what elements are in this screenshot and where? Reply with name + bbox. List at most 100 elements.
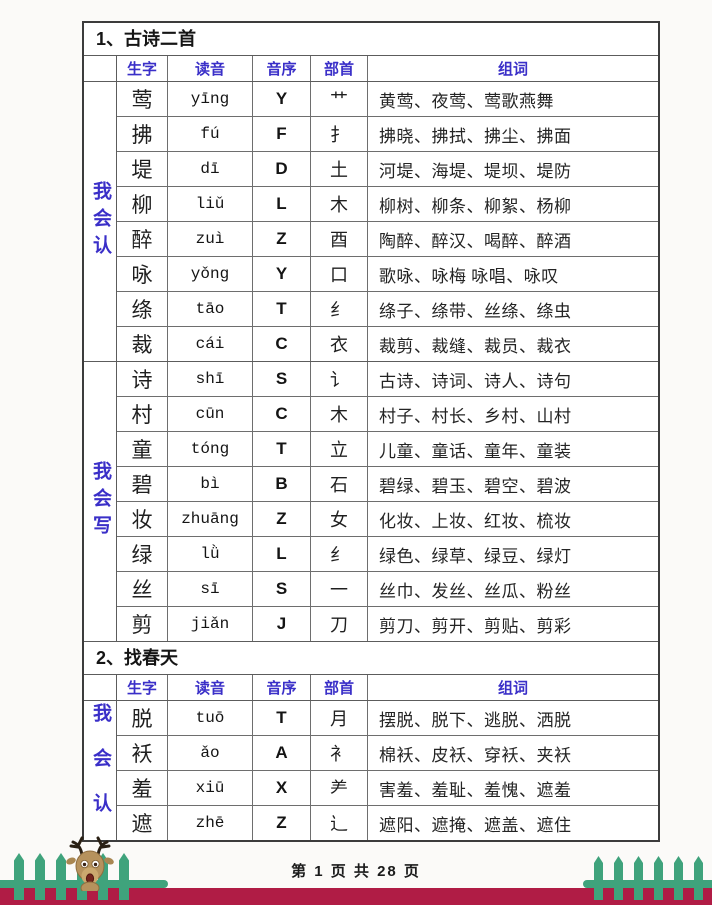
cell-pinyin: tuō bbox=[167, 701, 252, 735]
table-row: 遮 zhē Z 辶 遮阳、遮掩、遮盖、遮住 bbox=[117, 805, 658, 840]
cell-radical: 纟 bbox=[310, 292, 367, 326]
cell-order: Z bbox=[252, 222, 310, 256]
cell-words: 古诗、诗词、诗人、诗句 bbox=[367, 362, 658, 396]
cell-radical: 一 bbox=[310, 572, 367, 606]
cell-pinyin: yīng bbox=[167, 82, 252, 116]
cell-order: L bbox=[252, 537, 310, 571]
group-label-write: 我会写 bbox=[84, 362, 117, 641]
group-rows: 诗 shī S 讠 古诗、诗词、诗人、诗句 村 cūn C 木 村子、村长、乡村… bbox=[117, 362, 658, 641]
cell-char: 袄 bbox=[131, 742, 153, 766]
section1-title: 1、古诗二首 bbox=[96, 29, 197, 49]
cell-order: T bbox=[252, 432, 310, 466]
cell-radical: 女 bbox=[310, 502, 367, 536]
group-label-recognize: 我会认 bbox=[84, 82, 117, 361]
fence-picket bbox=[614, 856, 623, 900]
cell-words: 柳树、柳条、柳絮、杨柳 bbox=[367, 187, 658, 221]
cell-words: 棉袄、皮袄、穿袄、夹袄 bbox=[367, 736, 658, 770]
cell-order: X bbox=[252, 771, 310, 805]
cell-words: 黄莺、夜莺、莺歌燕舞 bbox=[367, 82, 658, 116]
cell-char: 剪 bbox=[131, 613, 153, 637]
cell-pinyin: ǎo bbox=[167, 736, 252, 770]
table-row: 莺 yīng Y 艹 黄莺、夜莺、莺歌燕舞 bbox=[117, 82, 658, 116]
cell-order: D bbox=[252, 152, 310, 186]
fence-picket bbox=[674, 856, 683, 900]
fence-picket bbox=[98, 853, 108, 900]
cell-pinyin: jiǎn bbox=[167, 607, 252, 641]
cell-char: 童 bbox=[131, 438, 153, 462]
cell-radical: 木 bbox=[310, 187, 367, 221]
header-char: 生字 bbox=[126, 61, 157, 78]
cell-words: 摆脱、脱下、逃脱、洒脱 bbox=[367, 701, 658, 735]
group-write-section1: 我会写 诗 shī S 讠 古诗、诗词、诗人、诗句 村 cūn C bbox=[84, 361, 658, 641]
cell-words: 儿童、童话、童年、童装 bbox=[367, 432, 658, 466]
cell-words: 河堤、海堤、堤坝、堤防 bbox=[367, 152, 658, 186]
header-pinyin: 读音 bbox=[167, 675, 252, 700]
table-row: 裁 cái C 衣 裁剪、裁缝、裁员、裁衣 bbox=[117, 326, 658, 361]
cell-pinyin: zhē bbox=[167, 806, 252, 840]
table-row: 脱 tuō T 月 摆脱、脱下、逃脱、洒脱 bbox=[117, 701, 658, 735]
cell-char: 绦 bbox=[131, 298, 153, 322]
cell-order: C bbox=[252, 397, 310, 431]
fence-picket bbox=[56, 853, 66, 900]
table-row: 醉 zuì Z 酉 陶醉、醉汉、喝醉、醉酒 bbox=[117, 221, 658, 256]
fence-picket bbox=[14, 853, 24, 900]
header-char: 生字 bbox=[126, 680, 157, 697]
cell-char: 碧 bbox=[131, 473, 153, 497]
header-words: 组词 bbox=[367, 56, 658, 81]
cell-order: J bbox=[252, 607, 310, 641]
cell-char: 拂 bbox=[131, 123, 153, 147]
table-row: 拂 fú F 扌 拂晓、拂拭、拂尘、拂面 bbox=[117, 116, 658, 151]
cell-char: 脱 bbox=[131, 707, 153, 731]
cell-order: C bbox=[252, 327, 310, 361]
table-header-row: 生字 读音 音序 部首 组词 bbox=[84, 55, 658, 81]
cell-radical: 月 bbox=[310, 701, 367, 735]
cell-pinyin: shī bbox=[167, 362, 252, 396]
table-row: 柳 liǔ L 木 柳树、柳条、柳絮、杨柳 bbox=[117, 186, 658, 221]
cell-order: F bbox=[252, 117, 310, 151]
cell-pinyin: yǒng bbox=[167, 257, 252, 291]
cell-char: 妆 bbox=[131, 508, 153, 532]
fence-right-rail bbox=[583, 880, 712, 888]
table-row: 羞 xiū X ⺶ 害羞、羞耻、羞愧、遮羞 bbox=[117, 770, 658, 805]
cell-radical: 酉 bbox=[310, 222, 367, 256]
group-rows: 脱 tuō T 月 摆脱、脱下、逃脱、洒脱 袄 ǎo A 衤 棉袄、皮袄、穿袄、… bbox=[117, 701, 658, 840]
cell-pinyin: cūn bbox=[167, 397, 252, 431]
table-header-row: 生字 读音 音序 部首 组词 bbox=[84, 674, 658, 700]
header-radical: 部首 bbox=[310, 675, 367, 700]
group-label-recognize: 我会认 bbox=[84, 701, 117, 840]
cell-char: 村 bbox=[131, 403, 153, 427]
cell-pinyin: tāo bbox=[167, 292, 252, 326]
cell-radical: 立 bbox=[310, 432, 367, 466]
cell-char: 羞 bbox=[131, 777, 153, 801]
cell-words: 剪刀、剪开、剪贴、剪彩 bbox=[367, 607, 658, 641]
cell-char: 遮 bbox=[131, 812, 153, 836]
cell-order: T bbox=[252, 292, 310, 326]
bottom-bar bbox=[0, 888, 712, 905]
cell-order: S bbox=[252, 362, 310, 396]
cell-pinyin: bì bbox=[167, 467, 252, 501]
cell-char: 醉 bbox=[131, 228, 153, 252]
cell-char: 裁 bbox=[131, 333, 153, 357]
cell-words: 陶醉、醉汉、喝醉、醉酒 bbox=[367, 222, 658, 256]
table-row: 碧 bì B 石 碧绿、碧玉、碧空、碧波 bbox=[117, 466, 658, 501]
fence-picket bbox=[634, 856, 643, 900]
cell-order: Z bbox=[252, 502, 310, 536]
table-row: 绦 tāo T 纟 绦子、绦带、丝绦、绦虫 bbox=[117, 291, 658, 326]
cell-pinyin: tóng bbox=[167, 432, 252, 466]
cell-order: Y bbox=[252, 257, 310, 291]
fence-picket bbox=[694, 856, 703, 900]
cell-pinyin: sī bbox=[167, 572, 252, 606]
cell-pinyin: zhuāng bbox=[167, 502, 252, 536]
header-spacer bbox=[84, 56, 117, 81]
cell-order: A bbox=[252, 736, 310, 770]
cell-words: 歌咏、咏梅 咏唱、咏叹 bbox=[367, 257, 658, 291]
cell-words: 绦子、绦带、丝绦、绦虫 bbox=[367, 292, 658, 326]
cell-radical: 讠 bbox=[310, 362, 367, 396]
cell-char: 莺 bbox=[131, 88, 153, 112]
cell-pinyin: cái bbox=[167, 327, 252, 361]
cell-radical: 衣 bbox=[310, 327, 367, 361]
fence-picket bbox=[35, 853, 45, 900]
cell-words: 绿色、绿草、绿豆、绿灯 bbox=[367, 537, 658, 571]
cell-words: 化妆、上妆、红妆、梳妆 bbox=[367, 502, 658, 536]
table-row: 咏 yǒng Y 口 歌咏、咏梅 咏唱、咏叹 bbox=[117, 256, 658, 291]
